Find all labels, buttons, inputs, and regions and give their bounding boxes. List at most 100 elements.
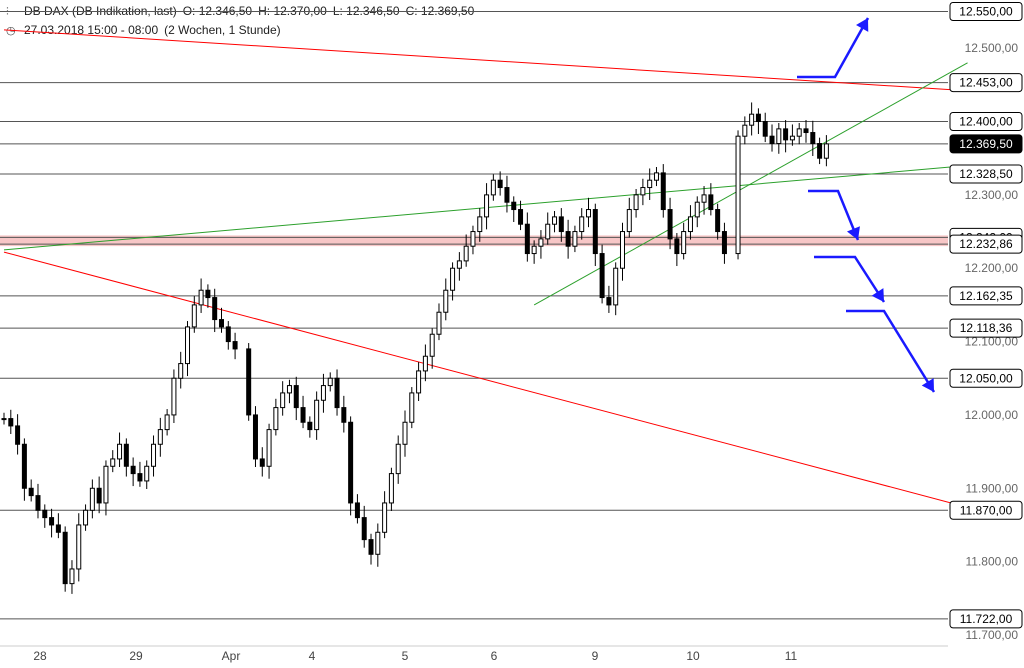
candle-body <box>123 443 129 467</box>
candle-body <box>531 245 537 255</box>
candle-body <box>762 121 768 137</box>
x-tick-label: 9 <box>592 649 599 663</box>
candle-body <box>402 421 408 445</box>
candle-body <box>375 531 381 555</box>
candle-body <box>388 473 394 504</box>
candle-body <box>667 209 673 240</box>
candle-body <box>647 179 653 189</box>
candle-body <box>62 531 68 585</box>
bullish-arrow <box>797 17 870 79</box>
candle-body <box>694 201 700 218</box>
x-tick-label: Apr <box>222 649 241 663</box>
candle-body <box>117 443 123 460</box>
level-label: 12.328,50 <box>959 167 1013 181</box>
candle-body <box>477 216 483 233</box>
candle-body <box>232 341 238 350</box>
level-label: 12.369,50 <box>959 137 1013 151</box>
candle-body <box>769 135 775 145</box>
candle-body <box>456 260 462 269</box>
candle-body <box>504 187 510 203</box>
candle-body <box>49 517 55 526</box>
y-tick-label: 12.300,00 <box>965 188 1019 202</box>
y-tick-label: 12.200,00 <box>965 261 1019 275</box>
candle-body <box>334 377 340 409</box>
candle-body <box>735 135 741 255</box>
candle-body <box>212 297 218 321</box>
arrow-head <box>856 18 869 32</box>
candle-body <box>1 418 7 421</box>
period-label: (2 Wochen, 1 Stunde) <box>164 23 281 37</box>
candle-body <box>416 370 422 394</box>
candle-body <box>218 319 224 328</box>
candle-body <box>83 509 89 526</box>
candle-body <box>783 128 789 141</box>
level-label: 12.162,35 <box>959 289 1013 303</box>
level-label-box <box>949 500 1023 520</box>
candle-body <box>552 216 558 225</box>
candle-body <box>55 524 61 533</box>
candle-body <box>484 194 490 218</box>
candle-body <box>137 473 143 482</box>
candle-body <box>286 385 292 394</box>
arrow-head <box>846 226 860 240</box>
candle-body <box>246 348 252 416</box>
candle-body <box>776 128 782 145</box>
candle-body <box>198 289 204 306</box>
candle-body <box>409 392 415 423</box>
arrow-head <box>871 288 884 302</box>
level-label: 12.550,00 <box>959 5 1013 19</box>
level-label-box <box>949 286 1023 306</box>
x-tick-label: 29 <box>129 649 143 663</box>
candle-body <box>266 429 272 467</box>
candle-body <box>450 267 456 291</box>
level-label-box <box>949 73 1023 93</box>
trend-line <box>3 29 968 92</box>
candle-body <box>443 289 449 313</box>
candle-body <box>511 201 517 211</box>
candle-body <box>89 487 95 511</box>
candle-body <box>307 421 313 431</box>
candle-body <box>429 333 435 357</box>
level-label-box <box>949 164 1023 184</box>
level-label: 12.050,00 <box>959 371 1013 385</box>
candle-body <box>626 209 632 233</box>
candle-body <box>653 172 659 181</box>
candle-body <box>76 524 82 570</box>
candle-body <box>565 231 571 247</box>
candle-body <box>633 194 639 211</box>
x-tick-label: 10 <box>686 649 700 663</box>
candle-body <box>579 216 585 233</box>
candle-body <box>558 216 564 233</box>
candle-body <box>252 414 258 460</box>
candle-body <box>524 223 530 255</box>
candle-body <box>687 216 693 233</box>
x-tick-label: 6 <box>491 649 498 663</box>
candle-body <box>490 179 496 196</box>
candle-body <box>497 179 503 189</box>
y-tick-label: 12.100,00 <box>965 335 1019 349</box>
candle-body <box>273 407 279 431</box>
candle-body <box>715 209 721 233</box>
candle-body <box>599 253 605 299</box>
x-tick-label: 28 <box>33 649 47 663</box>
clock-icon: ◷ <box>6 25 16 37</box>
y-tick-label: 11.700,00 <box>966 628 1019 642</box>
candle-body <box>103 465 109 504</box>
candle-body <box>817 143 823 159</box>
candle-body <box>96 487 102 504</box>
candle-body <box>586 209 592 218</box>
candle-body <box>341 407 347 423</box>
candle-body <box>354 502 360 519</box>
candle-body <box>823 143 829 159</box>
y-tick-label: 11.900,00 <box>966 481 1019 495</box>
candle-body <box>789 135 795 141</box>
candle-body <box>327 377 333 387</box>
candle-body <box>436 311 442 335</box>
candle-body <box>320 385 326 401</box>
candle-body <box>21 443 27 489</box>
candle-body <box>157 429 163 445</box>
level-label-box <box>949 112 1023 132</box>
candle-body <box>518 209 524 225</box>
bearish-arrow <box>814 255 886 303</box>
candle-body <box>28 487 34 497</box>
